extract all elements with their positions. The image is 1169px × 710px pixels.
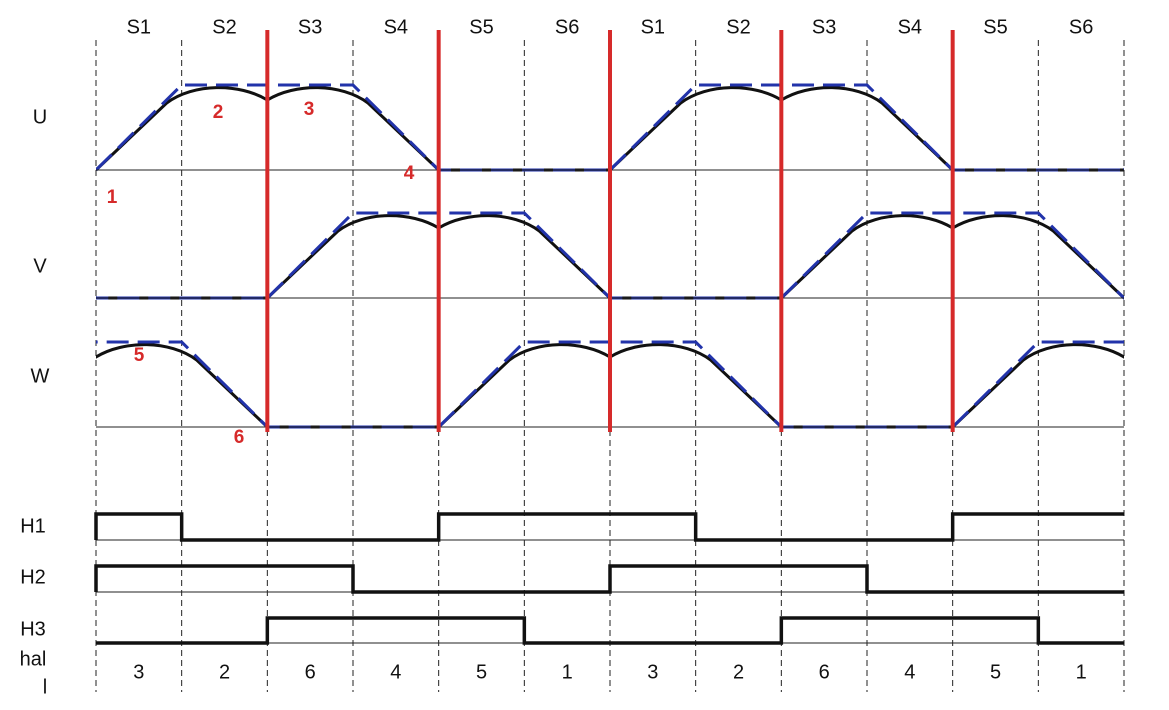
sector-label: S5 [469, 16, 493, 38]
trapezoid-ideal [1122, 167, 1124, 170]
hall-state: 6 [305, 661, 316, 683]
point-label: 5 [134, 345, 145, 366]
bemf-curve [96, 343, 439, 429]
hall-state-title: l [43, 676, 47, 698]
bemf-curve [1122, 167, 1124, 170]
hall-state: 3 [647, 661, 658, 683]
hall-state: 2 [219, 661, 230, 683]
sector-label: S1 [641, 16, 665, 38]
phase-label: V [33, 255, 47, 277]
point-label: 3 [304, 99, 315, 120]
hall-state: 4 [390, 661, 401, 683]
point-label: 2 [213, 102, 224, 123]
hall-state: 1 [562, 661, 573, 683]
hall-state: 4 [904, 661, 915, 683]
sector-label: S4 [384, 16, 408, 38]
trapezoid-ideal [951, 340, 1124, 429]
bemf-curve [96, 86, 610, 172]
sector-label: S3 [298, 16, 322, 38]
sector-label: S1 [127, 16, 151, 38]
point-label: 4 [404, 163, 415, 184]
sector-label: S2 [212, 16, 236, 38]
hall-state: 5 [476, 661, 487, 683]
point-label: 1 [107, 187, 118, 208]
trapezoid-ideal [96, 168, 97, 172]
sector-label: S6 [1069, 16, 1093, 38]
hall-state: 1 [1076, 661, 1087, 683]
sector-label: S3 [812, 16, 836, 38]
sector-label: S5 [983, 16, 1007, 38]
hall-label: H1 [20, 515, 46, 537]
bemf-curve [96, 168, 97, 172]
hall-state: 5 [990, 661, 1001, 683]
hall-signal [96, 616, 1124, 645]
waveforms [96, 83, 1124, 429]
hall-label: H2 [20, 566, 46, 588]
hall-label: H3 [20, 618, 46, 640]
bemf-curve [608, 86, 1124, 172]
hall-signal [94, 512, 1124, 542]
sector-label: S6 [555, 16, 579, 38]
hall-state-title: hal [20, 648, 47, 670]
hall-signal [94, 564, 1124, 594]
hall-state: 3 [133, 661, 144, 683]
hall-state: 2 [733, 661, 744, 683]
bemf-curve [780, 214, 1124, 300]
trapezoid-ideal [96, 340, 439, 429]
sector-label: S2 [726, 16, 750, 38]
phase-label: W [31, 365, 50, 387]
point-label: 6 [234, 427, 245, 448]
hall-state: 6 [819, 661, 830, 683]
sector-label: S4 [898, 16, 922, 38]
phase-label: U [33, 106, 47, 128]
bemf-curve [951, 343, 1124, 429]
trapezoid-ideal [780, 211, 1124, 300]
